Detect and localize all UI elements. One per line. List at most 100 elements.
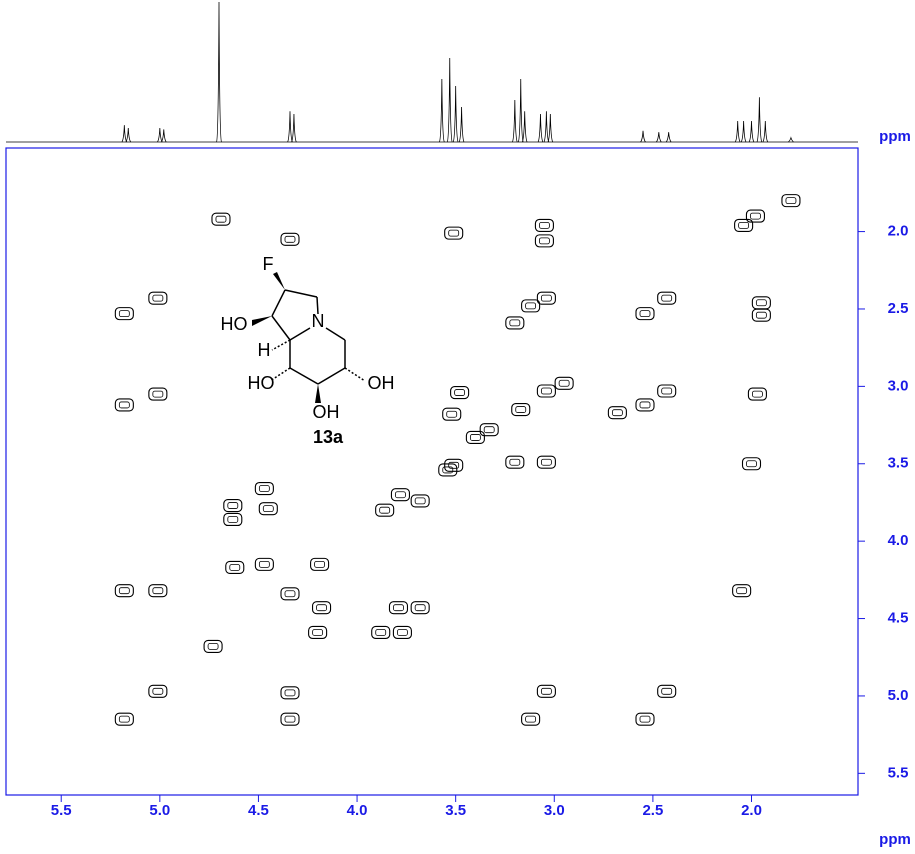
projection-peak [121, 125, 128, 143]
cross-peak-contour [661, 294, 673, 302]
cross-peak [536, 684, 556, 698]
cross-peak-contour [229, 564, 241, 571]
cross-peak [223, 512, 243, 527]
wedge-bond [273, 272, 285, 290]
atom-label: OH [368, 373, 395, 393]
projection-peak [547, 113, 554, 143]
projection-peak [160, 129, 167, 143]
cross-peak-contour [316, 604, 327, 612]
cross-peak [280, 686, 300, 700]
cross-peak-contour [118, 401, 130, 409]
cross-peak-contour [446, 410, 458, 418]
projection-peak [665, 132, 672, 143]
projection-peak [458, 106, 465, 143]
cross-peak-contour [661, 687, 673, 695]
cross-peak-contour [118, 587, 130, 595]
cross-peak [223, 499, 243, 513]
cross-peak [442, 407, 462, 421]
y-tick-label: 4.5 [888, 610, 909, 627]
cross-peak-contour [755, 299, 767, 307]
x-tick-label: 5.5 [51, 802, 72, 819]
y-tick-label: 3.0 [888, 377, 909, 394]
cross-peak-contour [379, 506, 391, 514]
cross-peak [607, 406, 627, 420]
cross-peak [254, 481, 274, 496]
cross-peak-contour [454, 389, 466, 396]
cross-peak-contour [525, 302, 537, 310]
cross-peak [310, 557, 330, 571]
projection-peak [640, 130, 646, 143]
cross-peak-contour [558, 379, 570, 387]
cross-peak [410, 601, 430, 615]
cross-peak [751, 308, 771, 322]
atom-label: HO [248, 373, 275, 393]
cross-peak [148, 291, 168, 305]
cross-peak [410, 494, 430, 508]
atom-label: OH [313, 402, 340, 422]
x-tick-label: 4.0 [347, 802, 368, 819]
cross-peak [114, 307, 134, 321]
cross-peak-contour [118, 715, 130, 723]
cross-peak [280, 232, 300, 246]
cross-peak-contour [785, 197, 797, 205]
x-tick-label: 3.0 [544, 802, 565, 819]
cross-peak [450, 386, 470, 400]
cross-peak-contour [262, 505, 274, 513]
cross-peak-contour [314, 560, 325, 568]
cross-peak [388, 601, 409, 615]
y-tick-label: 2.5 [888, 300, 909, 317]
cross-peak [114, 398, 134, 412]
cross-peak-contour [746, 460, 757, 468]
cross-peak-contour [539, 237, 550, 245]
cross-peak-contour [284, 715, 296, 723]
cross-peak [734, 218, 754, 232]
cross-peak-contour [284, 689, 296, 697]
projection-peak [788, 136, 794, 143]
cross-peak-contour [540, 458, 552, 466]
cross-peak [312, 601, 332, 615]
cross-peak-contour [375, 629, 387, 636]
cross-peak [635, 398, 655, 412]
cross-peak [751, 296, 771, 310]
cross-peak [375, 503, 395, 517]
projection-peak [756, 97, 763, 143]
atom-label: HO [221, 314, 248, 334]
cross-peak [148, 387, 168, 401]
atom-label: H [258, 340, 271, 360]
projection-peak [521, 111, 528, 143]
cross-peak-contour [284, 235, 296, 243]
cross-peak-contour [540, 294, 552, 302]
cross-peak [444, 226, 464, 240]
cross-peak [390, 488, 410, 502]
cross-peak [258, 502, 278, 516]
cross-peak [254, 557, 274, 571]
cross-peak [521, 712, 541, 726]
cross-peak-contour [258, 560, 270, 568]
projection-peak [452, 85, 459, 143]
cross-peak [781, 194, 801, 208]
cross-peak [657, 684, 677, 698]
cross-peak-contour [469, 434, 481, 441]
cross-peak-contour [483, 426, 495, 434]
y-tick-label: 2.0 [888, 223, 909, 240]
cross-peak [392, 625, 412, 640]
cross-peak-contour [540, 387, 552, 395]
plot-frame [5, 147, 859, 796]
projection-peak [537, 113, 544, 143]
cross-peak [657, 384, 677, 398]
cross-peak [280, 712, 300, 726]
cross-peak [732, 584, 752, 598]
atom-label: F [263, 254, 274, 274]
x-tick-label: 4.5 [248, 802, 269, 819]
x-tick-label: 2.5 [642, 802, 663, 819]
compound-label: 13a [313, 427, 344, 447]
cross-peak-contour [207, 643, 219, 650]
cross-peak [225, 560, 245, 575]
cross-peak [534, 234, 554, 248]
cross-peak-contour [736, 587, 748, 595]
cross-peak-contour [258, 485, 270, 492]
cross-peak-contour [152, 390, 164, 398]
cross-peak [211, 212, 231, 226]
projection-peak [291, 113, 297, 143]
cross-peak-contour [515, 406, 527, 413]
